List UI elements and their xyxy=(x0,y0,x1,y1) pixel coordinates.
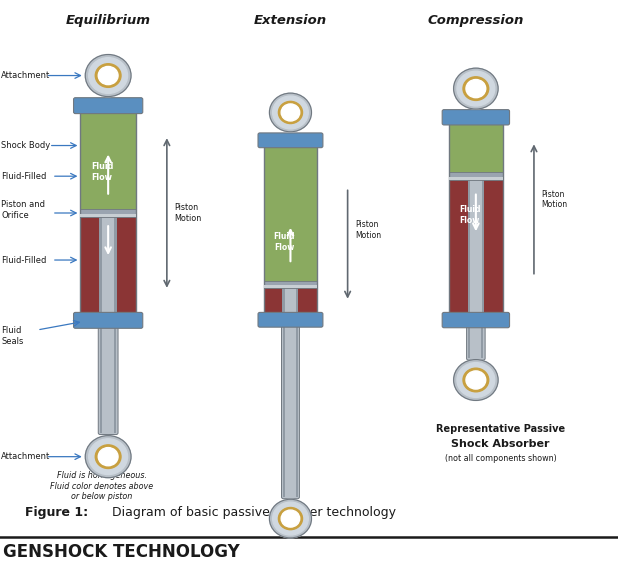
Circle shape xyxy=(98,448,118,466)
Text: Equilibrium: Equilibrium xyxy=(66,14,151,27)
Circle shape xyxy=(98,66,118,85)
Bar xyxy=(481,327,483,358)
Bar xyxy=(265,145,316,315)
Text: Figure 1:: Figure 1: xyxy=(25,506,88,519)
FancyBboxPatch shape xyxy=(442,312,509,328)
Text: Attachment: Attachment xyxy=(1,71,51,80)
Text: Shock Absorber: Shock Absorber xyxy=(451,439,550,449)
Circle shape xyxy=(454,360,498,400)
Bar xyxy=(449,122,468,176)
Text: (not all components shown): (not all components shown) xyxy=(445,454,556,463)
Circle shape xyxy=(466,80,486,98)
Text: Piston
Motion: Piston Motion xyxy=(355,220,381,240)
Circle shape xyxy=(85,436,131,478)
Text: Piston
Motion: Piston Motion xyxy=(541,190,567,209)
Bar xyxy=(80,111,136,315)
FancyBboxPatch shape xyxy=(258,312,323,327)
Bar xyxy=(100,328,102,433)
Text: Fluid
Flow: Fluid Flow xyxy=(459,205,480,224)
Bar xyxy=(481,122,485,315)
Text: Fluid
Flow: Fluid Flow xyxy=(274,232,295,252)
Bar xyxy=(282,145,298,285)
Bar xyxy=(114,328,116,433)
Circle shape xyxy=(278,508,303,529)
FancyBboxPatch shape xyxy=(467,325,485,360)
Circle shape xyxy=(466,371,486,389)
Bar xyxy=(485,122,503,176)
Text: Fluid
Seals: Fluid Seals xyxy=(1,325,23,346)
Bar xyxy=(282,145,285,315)
Circle shape xyxy=(457,71,495,106)
Bar xyxy=(449,122,503,315)
Circle shape xyxy=(273,96,308,129)
Circle shape xyxy=(281,104,300,121)
Text: Shock Body: Shock Body xyxy=(1,141,51,150)
Bar xyxy=(117,213,136,315)
Circle shape xyxy=(278,101,303,124)
Text: Compression: Compression xyxy=(428,14,524,27)
Circle shape xyxy=(85,55,131,97)
Bar xyxy=(449,176,468,315)
Circle shape xyxy=(95,64,121,87)
Bar xyxy=(99,111,117,315)
Text: Piston and
Orifice: Piston and Orifice xyxy=(1,200,45,220)
Text: Fluid
Flow: Fluid Flow xyxy=(91,162,113,182)
Bar xyxy=(80,214,136,217)
Text: GENSHOCK TECHNOLOGY: GENSHOCK TECHNOLOGY xyxy=(3,543,240,561)
FancyBboxPatch shape xyxy=(258,133,323,148)
Bar xyxy=(296,145,298,315)
Bar xyxy=(80,209,136,217)
Bar xyxy=(485,176,503,315)
Bar xyxy=(117,111,136,213)
FancyBboxPatch shape xyxy=(74,312,143,328)
FancyBboxPatch shape xyxy=(281,325,299,499)
Bar xyxy=(296,327,297,497)
Bar xyxy=(114,111,117,315)
Circle shape xyxy=(463,77,489,101)
Circle shape xyxy=(454,68,498,109)
Text: Fluid is homogeneous.
Fluid color denotes above
or below piston: Fluid is homogeneous. Fluid color denote… xyxy=(51,471,153,501)
Bar xyxy=(265,285,282,315)
Circle shape xyxy=(89,439,127,474)
Circle shape xyxy=(269,499,311,538)
Bar xyxy=(265,285,316,288)
Text: Representative Passive: Representative Passive xyxy=(436,424,565,434)
Text: Extension: Extension xyxy=(254,14,327,27)
Circle shape xyxy=(281,510,300,527)
Bar xyxy=(265,281,316,288)
Text: Fluid-Filled: Fluid-Filled xyxy=(1,172,46,181)
FancyBboxPatch shape xyxy=(74,98,143,114)
Bar xyxy=(80,111,99,213)
Bar xyxy=(99,111,117,213)
Bar xyxy=(449,172,503,180)
Bar xyxy=(265,145,282,285)
FancyBboxPatch shape xyxy=(442,110,509,125)
Circle shape xyxy=(463,368,489,392)
Bar xyxy=(468,327,470,358)
Circle shape xyxy=(269,93,311,132)
Bar xyxy=(80,213,99,315)
Text: Diagram of basic passive damper technology: Diagram of basic passive damper technolo… xyxy=(108,506,396,519)
Bar xyxy=(283,327,285,497)
Circle shape xyxy=(457,362,495,398)
Bar xyxy=(468,122,470,315)
Text: Piston
Motion: Piston Motion xyxy=(174,203,201,223)
Bar xyxy=(468,122,485,176)
Bar xyxy=(99,111,102,315)
Bar xyxy=(298,145,316,285)
FancyBboxPatch shape xyxy=(98,326,118,435)
Bar xyxy=(298,285,316,315)
Circle shape xyxy=(89,58,127,93)
Text: Fluid-Filled: Fluid-Filled xyxy=(1,256,46,265)
Bar xyxy=(449,177,503,180)
Text: Attachment: Attachment xyxy=(1,452,51,461)
Circle shape xyxy=(95,445,121,469)
Bar xyxy=(468,122,485,315)
Circle shape xyxy=(273,502,308,535)
Bar xyxy=(282,145,298,315)
